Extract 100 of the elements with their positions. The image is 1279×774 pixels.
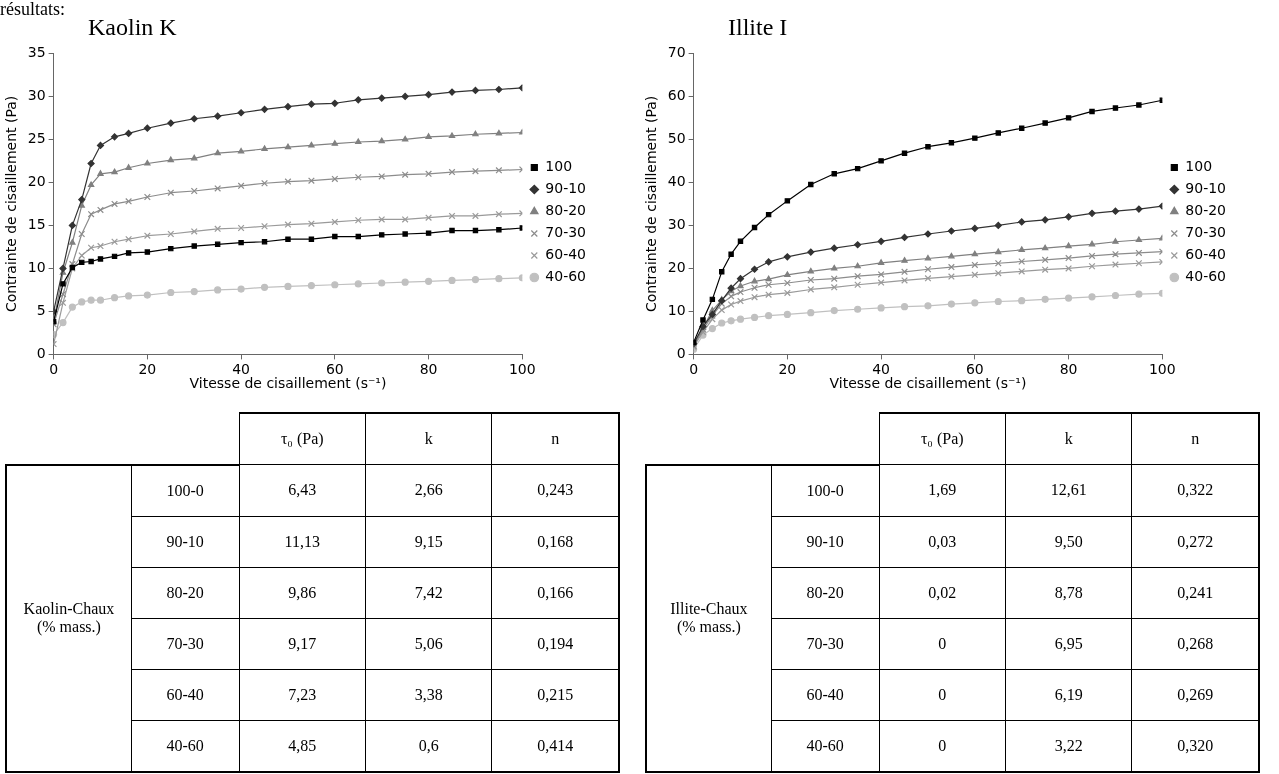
y-tick-label: 0 — [676, 345, 686, 362]
y-tick-label: 30 — [27, 87, 46, 104]
chart-title: Illite I — [728, 14, 788, 40]
x-tick-label: 100 — [1148, 361, 1176, 378]
legend-label: 70-30 — [1185, 224, 1227, 241]
text: 3,22 — [1054, 736, 1083, 754]
x-tick-label: 0 — [689, 361, 699, 378]
legend-label: 90-10 — [1185, 180, 1227, 197]
category-label: 90-10 — [166, 532, 204, 550]
category-label: 60-40 — [806, 685, 844, 703]
y-tick-label: 20 — [27, 173, 46, 190]
text: 9,15 — [414, 532, 443, 550]
chart-title: Kaolin K — [88, 14, 177, 40]
text: 0,269 — [1177, 685, 1214, 703]
legend-label: 100 — [545, 158, 573, 175]
text: 0,241 — [1177, 583, 1214, 601]
text: 0,268 — [1177, 634, 1214, 652]
x-axis-title: Vitesse de cisaillement (s⁻¹) — [829, 375, 1027, 392]
x-tick-label: 20 — [138, 361, 157, 378]
text: 0,166 — [537, 583, 574, 601]
text: 6,95 — [1054, 634, 1083, 652]
category-label: n — [491, 413, 619, 465]
category-label: k — [365, 413, 492, 465]
x-tick-label: 80 — [419, 361, 438, 378]
text: 0,322 — [1177, 481, 1214, 499]
legend-label: 60-40 — [1185, 246, 1227, 263]
category-label: 40-60 — [166, 736, 204, 754]
y-tick-label: 35 — [27, 44, 46, 61]
text: 0,243 — [537, 481, 574, 499]
y-tick-label: 30 — [667, 216, 686, 233]
text: 2,66 — [414, 481, 443, 499]
text: 0,6 — [418, 736, 439, 754]
y-tick-label: 60 — [667, 87, 686, 104]
category-label: 70-30 — [806, 634, 844, 652]
text: 0,03 — [928, 532, 957, 550]
text: 9,50 — [1054, 532, 1083, 550]
text: 5,06 — [414, 634, 443, 652]
y-tick-label: 10 — [667, 302, 686, 319]
x-axis-title: Vitesse de cisaillement (s⁻¹) — [189, 375, 387, 392]
text: 0,414 — [537, 736, 574, 754]
y-tick-label: 40 — [667, 173, 686, 190]
text: 0,194 — [537, 634, 574, 652]
category-label: τ₀ (Pa) — [879, 413, 1006, 465]
category-label: 80-20 — [806, 583, 844, 601]
category-label: 80-20 — [166, 583, 204, 601]
y-tick-label: 70 — [667, 44, 686, 61]
category-label: 60-40 — [166, 685, 204, 703]
category-label: 40-60 — [806, 736, 844, 754]
text: résultats: — [0, 0, 65, 19]
text: 3,38 — [414, 685, 443, 703]
text: 0 — [938, 736, 947, 754]
y-tick-label: 50 — [667, 130, 686, 147]
x-tick-label: 40 — [232, 361, 251, 378]
legend-label: 80-20 — [1185, 202, 1227, 219]
legend-label: 100 — [1185, 158, 1213, 175]
y-tick-label: 25 — [27, 130, 46, 147]
text: Kaolin-Chaux (% mass.) — [6, 464, 132, 772]
text: 8,78 — [1054, 583, 1083, 601]
legend-label: 90-10 — [545, 180, 587, 197]
x-tick-label: 60 — [965, 361, 984, 378]
text: 11,13 — [284, 532, 320, 550]
x-tick-label: 60 — [325, 361, 344, 378]
legend-label: 40-60 — [1185, 268, 1227, 285]
text: 0,320 — [1177, 736, 1214, 754]
y-axis-title: Contrainte de cisaillement (Pa) — [643, 95, 660, 313]
category-label: 90-10 — [806, 532, 844, 550]
text: 12,61 — [1050, 481, 1087, 499]
y-tick-label: 20 — [667, 259, 686, 276]
text: 7,23 — [288, 685, 317, 703]
legend-label: 70-30 — [545, 224, 587, 241]
text: 0,272 — [1177, 532, 1214, 550]
y-axis-title: Contrainte de cisaillement (Pa) — [3, 95, 20, 313]
category-label: 70-30 — [166, 634, 204, 652]
text: 9,86 — [288, 583, 317, 601]
x-tick-label: 0 — [49, 361, 59, 378]
legend-label: 80-20 — [545, 202, 587, 219]
text: 6,43 — [288, 481, 317, 499]
text: Illite-Chaux (% mass.) — [646, 464, 772, 772]
legend-label: 40-60 — [545, 268, 587, 285]
text: 0,02 — [928, 583, 957, 601]
legend-label: 60-40 — [545, 246, 587, 263]
category-label: 100-0 — [166, 481, 204, 499]
x-tick-label: 40 — [872, 361, 891, 378]
text: 7,42 — [414, 583, 443, 601]
category-label: k — [1005, 413, 1132, 465]
y-tick-label: 5 — [36, 302, 46, 319]
y-tick-label: 10 — [27, 259, 46, 276]
text: 1,69 — [928, 481, 957, 499]
text: 0 — [938, 634, 947, 652]
text: 9,17 — [288, 634, 317, 652]
text: 6,19 — [1054, 685, 1083, 703]
text: 0,215 — [537, 685, 574, 703]
text: 0 — [938, 685, 947, 703]
category-label: n — [1131, 413, 1259, 465]
x-tick-label: 20 — [778, 361, 797, 378]
y-tick-label: 15 — [27, 216, 46, 233]
category-label: τ₀ (Pa) — [239, 413, 366, 465]
text: 0,168 — [537, 532, 574, 550]
x-tick-label: 100 — [508, 361, 536, 378]
text: 4,85 — [288, 736, 317, 754]
